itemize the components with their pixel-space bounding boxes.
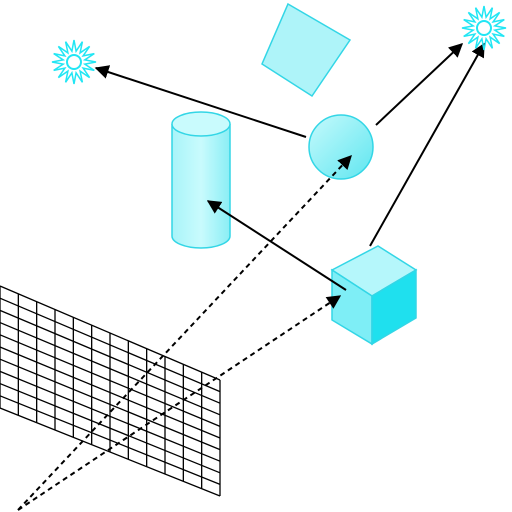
light-core bbox=[476, 20, 492, 36]
grid-horizontal-line bbox=[0, 309, 221, 404]
light-rays bbox=[51, 39, 97, 85]
image-plane-grid bbox=[0, 285, 221, 497]
reflection-ray-cube-to-cylinder bbox=[206, 200, 347, 291]
primary-ray-to-sphere bbox=[17, 154, 352, 511]
cylinder bbox=[171, 111, 231, 249]
shadow-ray-cube-to-right-light bbox=[369, 42, 485, 247]
grid-horizontal-line bbox=[0, 382, 221, 474]
primary-ray-to-cube bbox=[17, 295, 342, 511]
grid-horizontal-line bbox=[0, 395, 221, 486]
cube bbox=[330, 245, 418, 346]
grid-horizontal-line bbox=[0, 346, 221, 439]
light-core bbox=[66, 54, 82, 70]
grid-horizontal-line bbox=[0, 370, 221, 462]
light-source-left-icon bbox=[51, 39, 97, 85]
grid-horizontal-line bbox=[0, 297, 221, 393]
grid-horizontal-line bbox=[0, 285, 221, 381]
light-rays bbox=[461, 5, 507, 51]
light-source-right-icon bbox=[461, 5, 507, 51]
sphere bbox=[308, 114, 374, 180]
shadow-ray-sphere-to-left-light bbox=[94, 65, 307, 138]
grid-horizontal-line bbox=[0, 334, 221, 428]
square-card bbox=[261, 2, 352, 98]
grid-horizontal-line bbox=[0, 407, 221, 497]
grid-horizontal-line bbox=[0, 358, 221, 451]
shadow-ray-sphere-to-right-light bbox=[375, 43, 464, 126]
